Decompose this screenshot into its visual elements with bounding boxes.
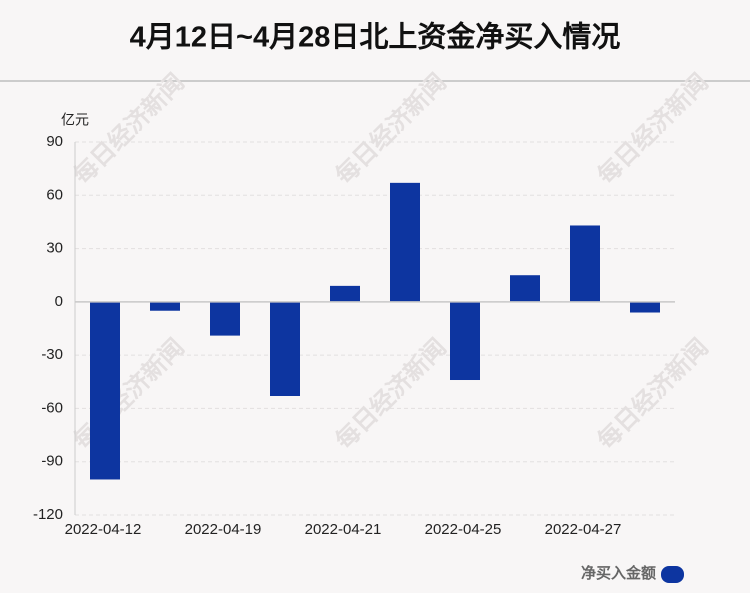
bar xyxy=(510,275,540,302)
y-tick-label: -120 xyxy=(33,506,63,523)
bar xyxy=(150,301,180,311)
bar xyxy=(630,301,660,313)
x-tick-label: 2022-04-12 xyxy=(65,521,142,538)
y-tick-label: 60 xyxy=(46,186,63,203)
x-tick-label: 2022-04-27 xyxy=(545,521,622,538)
bar xyxy=(330,285,360,302)
bar xyxy=(570,225,600,302)
y-tick-label: 0 xyxy=(55,293,63,310)
legend-label: 净买入金额 xyxy=(581,564,656,582)
y-tick-label: -90 xyxy=(41,453,63,470)
bar xyxy=(210,301,240,336)
y-tick-label: -30 xyxy=(41,346,63,363)
x-tick-label: 2022-04-19 xyxy=(185,521,262,538)
bar xyxy=(90,301,120,480)
x-tick-label: 2022-04-21 xyxy=(305,521,382,538)
y-tick-label: 90 xyxy=(46,133,63,150)
y-tick-label: -60 xyxy=(41,399,63,416)
bar xyxy=(270,301,300,396)
x-tick-label: 2022-04-25 xyxy=(425,521,502,538)
plot: -120 -90 -60 -30 0 30 60 90 2022-04-12 2022-04-19… xyxy=(33,133,675,538)
bar xyxy=(390,182,420,302)
bar xyxy=(450,301,480,381)
chart-title: 4月12日~4月28日北上资金净买入情况 xyxy=(130,20,621,54)
legend-swatch xyxy=(661,566,684,583)
y-tick-label: 30 xyxy=(46,240,63,257)
y-axis-unit: 亿元 xyxy=(61,112,89,128)
